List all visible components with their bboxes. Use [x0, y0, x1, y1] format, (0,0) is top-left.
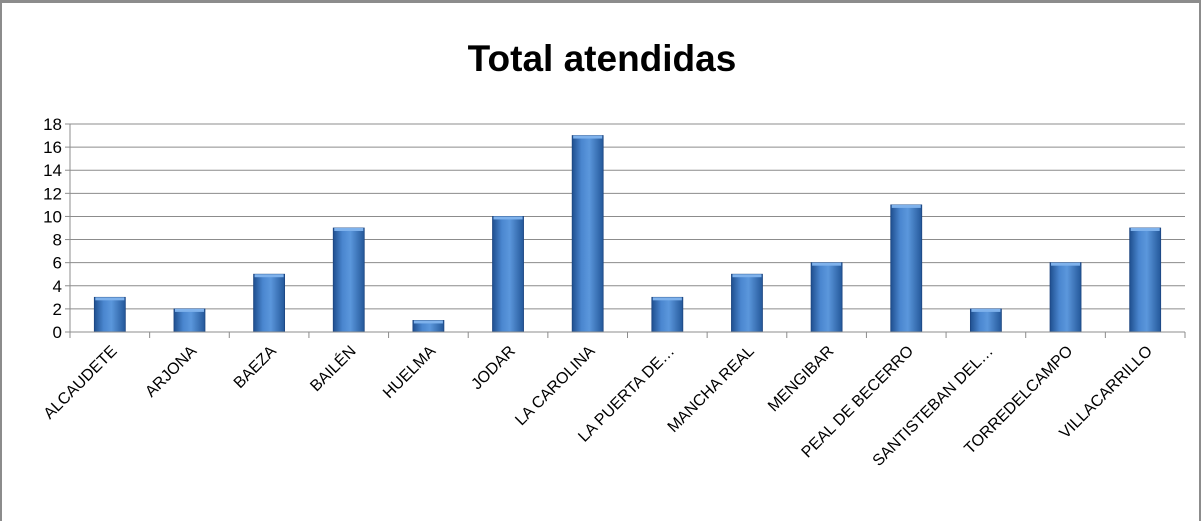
x-tick-label: MANCHA REAL	[665, 343, 758, 436]
bar-9	[810, 262, 843, 333]
gridlines	[65, 123, 1186, 338]
bar-highlight	[891, 204, 921, 208]
bar-highlight	[1130, 228, 1160, 231]
bar-highlight	[971, 308, 1001, 312]
y-tick-label: 6	[53, 254, 62, 273]
y-tick-label: 4	[53, 277, 62, 296]
bar-highlight	[334, 228, 364, 231]
bar-13	[1129, 227, 1162, 333]
bar-12	[1049, 262, 1082, 333]
y-tick-label: 14	[43, 161, 62, 180]
y-tick-label: 12	[43, 184, 62, 203]
bar-highlight	[732, 274, 762, 278]
bar-8	[731, 273, 763, 333]
y-tick-label: 18	[43, 115, 62, 134]
bar-3	[332, 227, 365, 333]
bar-0	[93, 296, 126, 333]
bar-highlight	[254, 274, 284, 278]
bar-2	[253, 273, 286, 333]
bar-highlight	[174, 308, 204, 312]
bar-11	[969, 308, 1002, 333]
bar-6	[571, 135, 604, 333]
x-tick-label: BAEZA	[231, 343, 280, 392]
y-tick-label: 2	[53, 300, 62, 319]
bar-10	[890, 204, 923, 333]
x-axis-labels: ALCAUDETE ARJONA BAEZA BAILÉN HUELMA JODARLA …	[41, 341, 1156, 469]
y-tick-label: 8	[53, 231, 62, 250]
x-tick-label: ARJONA	[142, 343, 200, 401]
x-tick-label: ALCAUDETE	[41, 343, 121, 423]
x-tick-label: LA CAROLINA	[512, 343, 598, 429]
bar-1	[173, 308, 206, 333]
y-tick-label: 16	[43, 138, 62, 157]
y-tick-label: 10	[43, 207, 62, 226]
y-axis-ticks: 0 2 4 6 8 10 12 14 16 18	[43, 115, 62, 342]
x-tick-label: MENGIBAR	[765, 343, 837, 415]
bar-highlight	[812, 262, 842, 266]
x-tick-label: BAILÉN	[306, 341, 360, 395]
y-tick-label: 0	[53, 323, 62, 342]
bar-highlight	[652, 297, 682, 301]
bar-highlight	[413, 320, 443, 324]
bar-highlight	[573, 135, 603, 139]
x-tick-label: HUELMA	[380, 343, 439, 402]
bars	[93, 135, 1162, 333]
bar-5	[492, 216, 524, 333]
bar-highlight	[493, 216, 523, 220]
bar-highlight	[95, 297, 125, 301]
bar-7	[651, 296, 684, 333]
x-tick-label: JODAR	[468, 343, 518, 393]
bar-highlight	[1051, 262, 1081, 266]
chart-title: Total atendidas	[467, 38, 737, 79]
